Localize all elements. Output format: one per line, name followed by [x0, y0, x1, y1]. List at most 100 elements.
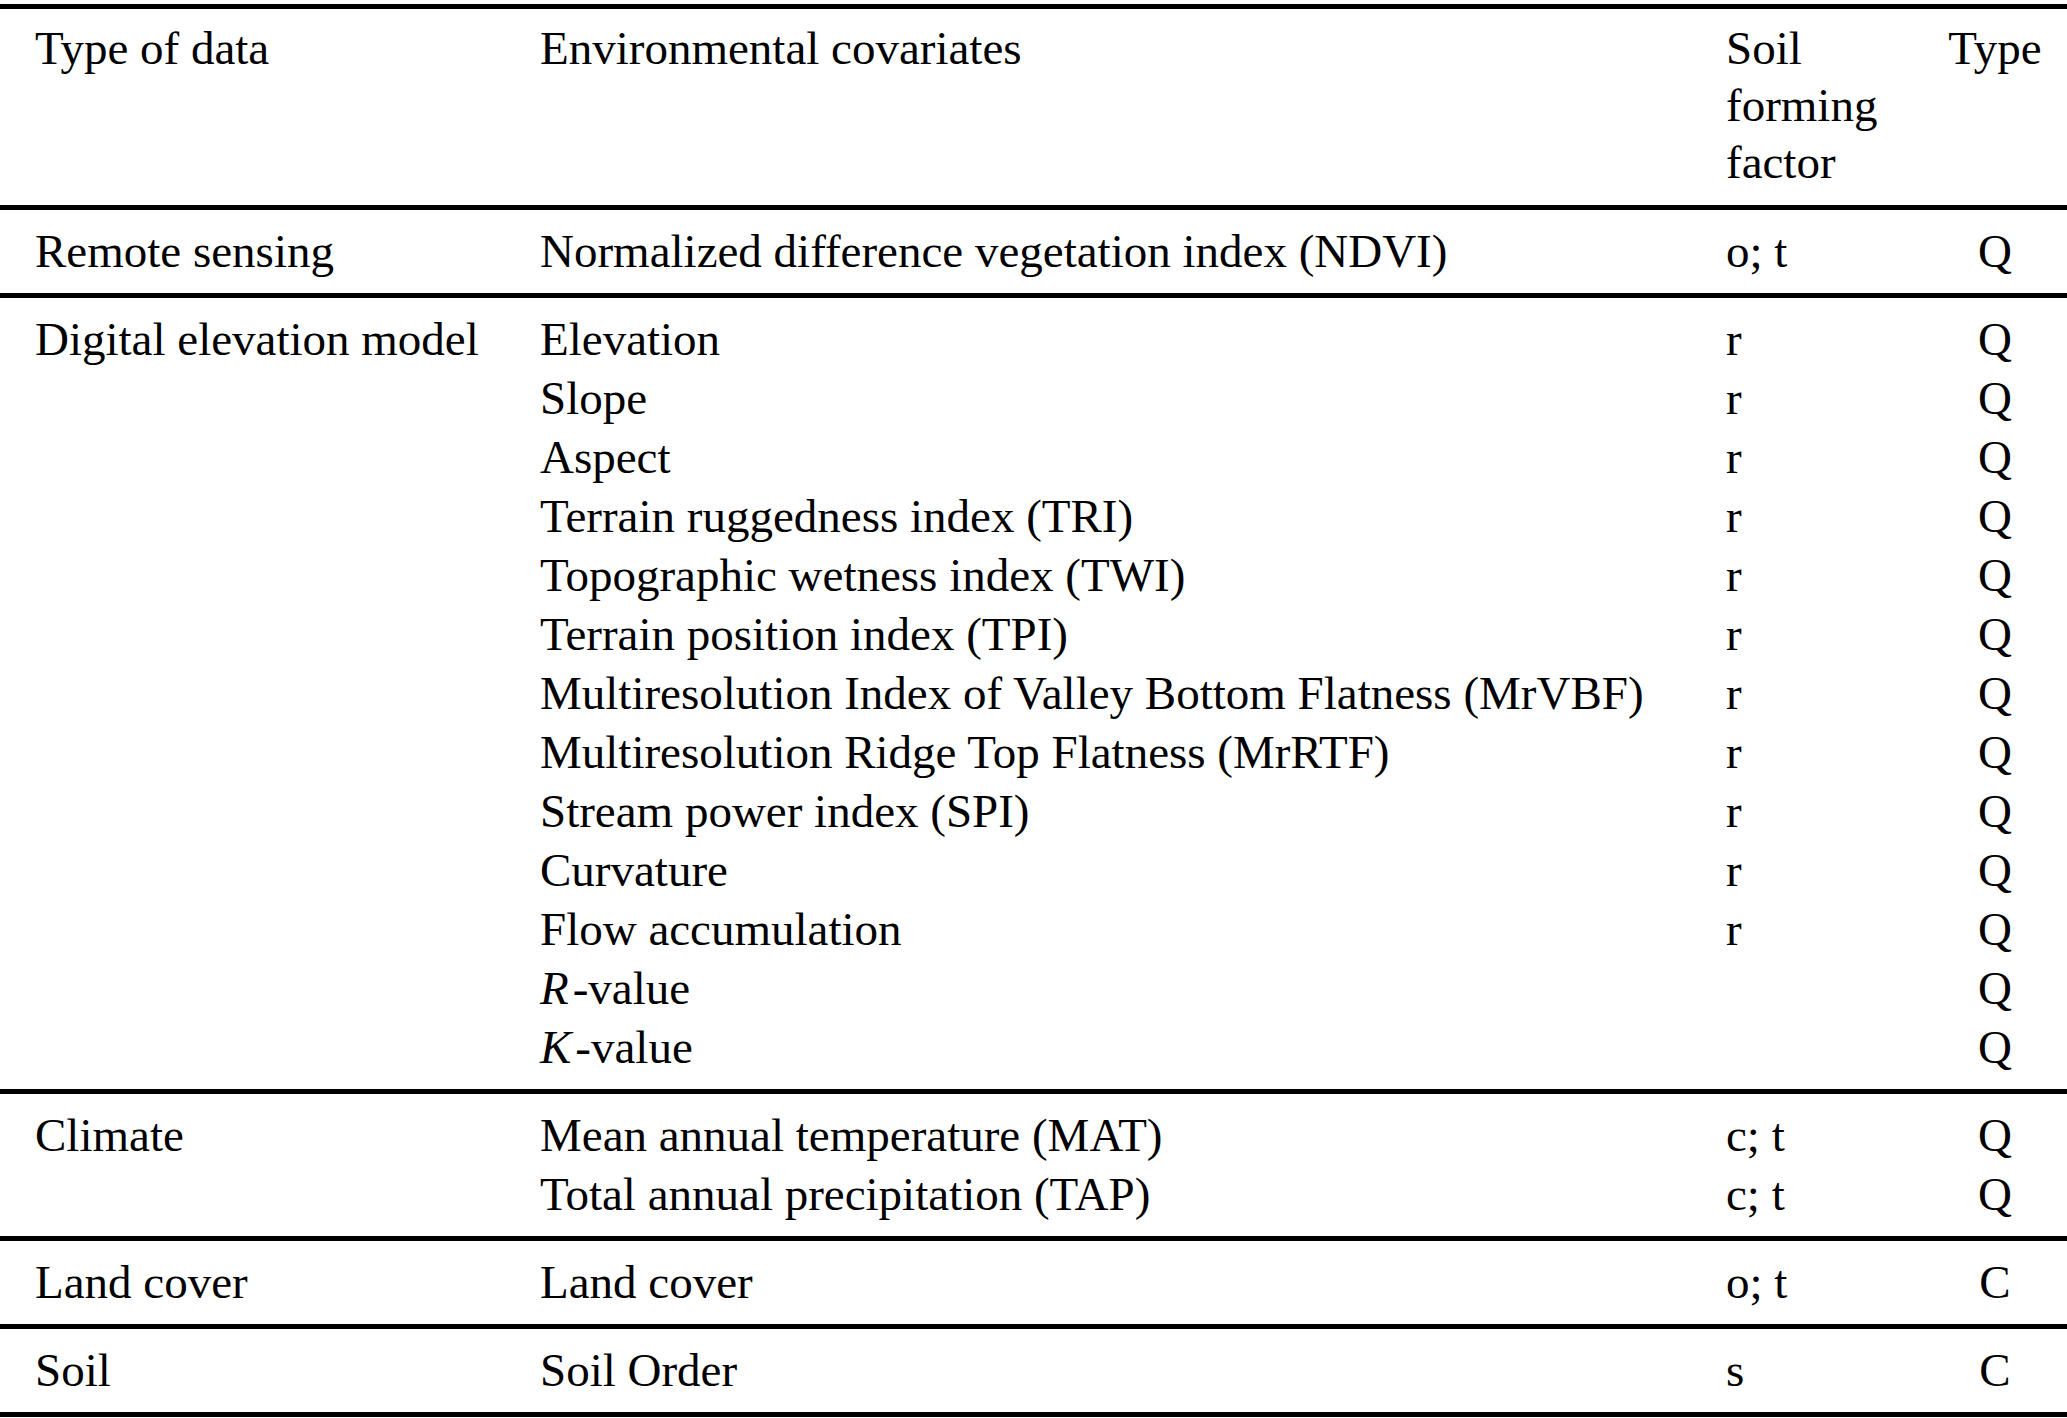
- table-section: Remote sensingNormalized difference vege…: [0, 210, 2067, 293]
- table-row: Land coverLand covero; tC: [0, 1253, 2067, 1312]
- cell-covariate: R-value: [540, 959, 1720, 1018]
- cell-type-of-data: [0, 900, 540, 959]
- cell-soil-forming-factor: r: [1720, 841, 1923, 900]
- table-row: Total annual precipitation (TAP)c; tQ: [0, 1165, 2067, 1224]
- cell-type-of-data: [0, 487, 540, 546]
- cell-type-of-data: Soil: [0, 1341, 540, 1400]
- cell-covariate: Normalized difference vegetation index (…: [540, 222, 1720, 281]
- cell-covariate: Topographic wetness index (TWI): [540, 546, 1720, 605]
- table-section: Land coverLand covero; tC: [0, 1241, 2067, 1324]
- cell-covariate: Mean annual temperature (MAT): [540, 1106, 1720, 1165]
- table-row: ClimateMean annual temperature (MAT)c; t…: [0, 1106, 2067, 1165]
- cell-type-of-data: Land cover: [0, 1253, 540, 1312]
- table-row: Terrain position index (TPI)rQ: [0, 605, 2067, 664]
- cell-type: C: [1923, 1341, 2067, 1400]
- table-row: AspectrQ: [0, 428, 2067, 487]
- cell-covariate: Aspect: [540, 428, 1720, 487]
- cell-soil-forming-factor: s: [1720, 1341, 1923, 1400]
- col-header-type-of-data: Type of data: [0, 20, 540, 77]
- cell-type-of-data: [0, 546, 540, 605]
- cell-covariate: Slope: [540, 369, 1720, 428]
- cell-type: Q: [1923, 222, 2067, 281]
- table-row: Topographic wetness index (TWI)rQ: [0, 546, 2067, 605]
- cell-type: Q: [1923, 664, 2067, 723]
- cell-type-of-data: [0, 428, 540, 487]
- cell-type-of-data: [0, 841, 540, 900]
- cell-soil-forming-factor: r: [1720, 605, 1923, 664]
- cell-soil-forming-factor: o; t: [1720, 222, 1923, 281]
- cell-type-of-data: [0, 605, 540, 664]
- table-row: Remote sensingNormalized difference vege…: [0, 222, 2067, 281]
- cell-covariate: K-value: [540, 1018, 1720, 1077]
- covariates-table: Type of data Environmental covariates So…: [0, 0, 2067, 1418]
- cell-soil-forming-factor: r: [1720, 723, 1923, 782]
- cell-soil-forming-factor: r: [1720, 782, 1923, 841]
- cell-soil-forming-factor: r: [1720, 310, 1923, 369]
- cell-covariate: Elevation: [540, 310, 1720, 369]
- table-section: ClimateMean annual temperature (MAT)c; t…: [0, 1094, 2067, 1236]
- cell-type-of-data: [0, 959, 540, 1018]
- cell-covariate: Stream power index (SPI): [540, 782, 1720, 841]
- cell-soil-forming-factor: o; t: [1720, 1253, 1923, 1312]
- cell-type: Q: [1923, 1165, 2067, 1224]
- cell-soil-forming-factor: r: [1720, 487, 1923, 546]
- cell-covariate: Soil Order: [540, 1341, 1720, 1400]
- table-row: K-value Q: [0, 1018, 2067, 1077]
- cell-type-of-data: Digital elevation model: [0, 310, 540, 369]
- cell-type-of-data: [0, 369, 540, 428]
- cell-type-of-data: Remote sensing: [0, 222, 540, 281]
- col-header-environmental-covariates: Environmental covariates: [540, 20, 1720, 77]
- cell-soil-forming-factor: c; t: [1720, 1106, 1923, 1165]
- cell-type-of-data: [0, 723, 540, 782]
- cell-covariate: Flow accumulation: [540, 900, 1720, 959]
- cell-type-of-data: [0, 782, 540, 841]
- cell-type: Q: [1923, 959, 2067, 1018]
- cell-type-of-data: Climate: [0, 1106, 540, 1165]
- italic-variable-symbol: R: [540, 962, 569, 1014]
- table-section: Digital elevation modelElevationrQSloper…: [0, 298, 2067, 1089]
- cell-type: Q: [1923, 369, 2067, 428]
- table-section: SoilSoil OrdersC: [0, 1329, 2067, 1412]
- cell-type: Q: [1923, 546, 2067, 605]
- cell-type-of-data: [0, 1165, 540, 1224]
- cell-covariate: Terrain position index (TPI): [540, 605, 1720, 664]
- cell-type: Q: [1923, 841, 2067, 900]
- col-header-soil-forming-factor: Soil forming factor: [1720, 20, 1895, 191]
- italic-variable-symbol: K: [540, 1021, 571, 1073]
- cell-covariate: Terrain ruggedness index (TRI): [540, 487, 1720, 546]
- cell-soil-forming-factor: r: [1720, 900, 1923, 959]
- cell-type: Q: [1923, 782, 2067, 841]
- cell-type: Q: [1923, 428, 2067, 487]
- cell-type: Q: [1923, 487, 2067, 546]
- cell-covariate: Multiresolution Ridge Top Flatness (MrRT…: [540, 723, 1720, 782]
- cell-covariate: Land cover: [540, 1253, 1720, 1312]
- cell-type: Q: [1923, 723, 2067, 782]
- cell-soil-forming-factor: r: [1720, 664, 1923, 723]
- cell-soil-forming-factor: r: [1720, 428, 1923, 487]
- cell-type-of-data: [0, 664, 540, 723]
- cell-type: Q: [1923, 310, 2067, 369]
- table-row: CurvaturerQ: [0, 841, 2067, 900]
- table-row: SoilSoil OrdersC: [0, 1341, 2067, 1400]
- table-row: Multiresolution Ridge Top Flatness (MrRT…: [0, 723, 2067, 782]
- cell-type: Q: [1923, 900, 2067, 959]
- cell-covariate: Total annual precipitation (TAP): [540, 1165, 1720, 1224]
- table-row: Terrain ruggedness index (TRI)rQ: [0, 487, 2067, 546]
- table-row: R-value Q: [0, 959, 2067, 1018]
- cell-soil-forming-factor: r: [1720, 369, 1923, 428]
- col-header-type: Type: [1923, 20, 2067, 77]
- cell-soil-forming-factor: r: [1720, 546, 1923, 605]
- cell-soil-forming-factor: [1720, 959, 1923, 1018]
- cell-type-of-data: [0, 1018, 540, 1077]
- table-row: Digital elevation modelElevationrQ: [0, 310, 2067, 369]
- section-rule: [0, 1412, 2067, 1417]
- table-row: Multiresolution Index of Valley Bottom F…: [0, 664, 2067, 723]
- cell-soil-forming-factor: [1720, 1018, 1923, 1077]
- cell-type: Q: [1923, 605, 2067, 664]
- cell-type: C: [1923, 1253, 2067, 1312]
- cell-covariate: Multiresolution Index of Valley Bottom F…: [540, 664, 1720, 723]
- table-row: Stream power index (SPI)rQ: [0, 782, 2067, 841]
- cell-type: Q: [1923, 1106, 2067, 1165]
- table-row: Flow accumulationrQ: [0, 900, 2067, 959]
- cell-type: Q: [1923, 1018, 2067, 1077]
